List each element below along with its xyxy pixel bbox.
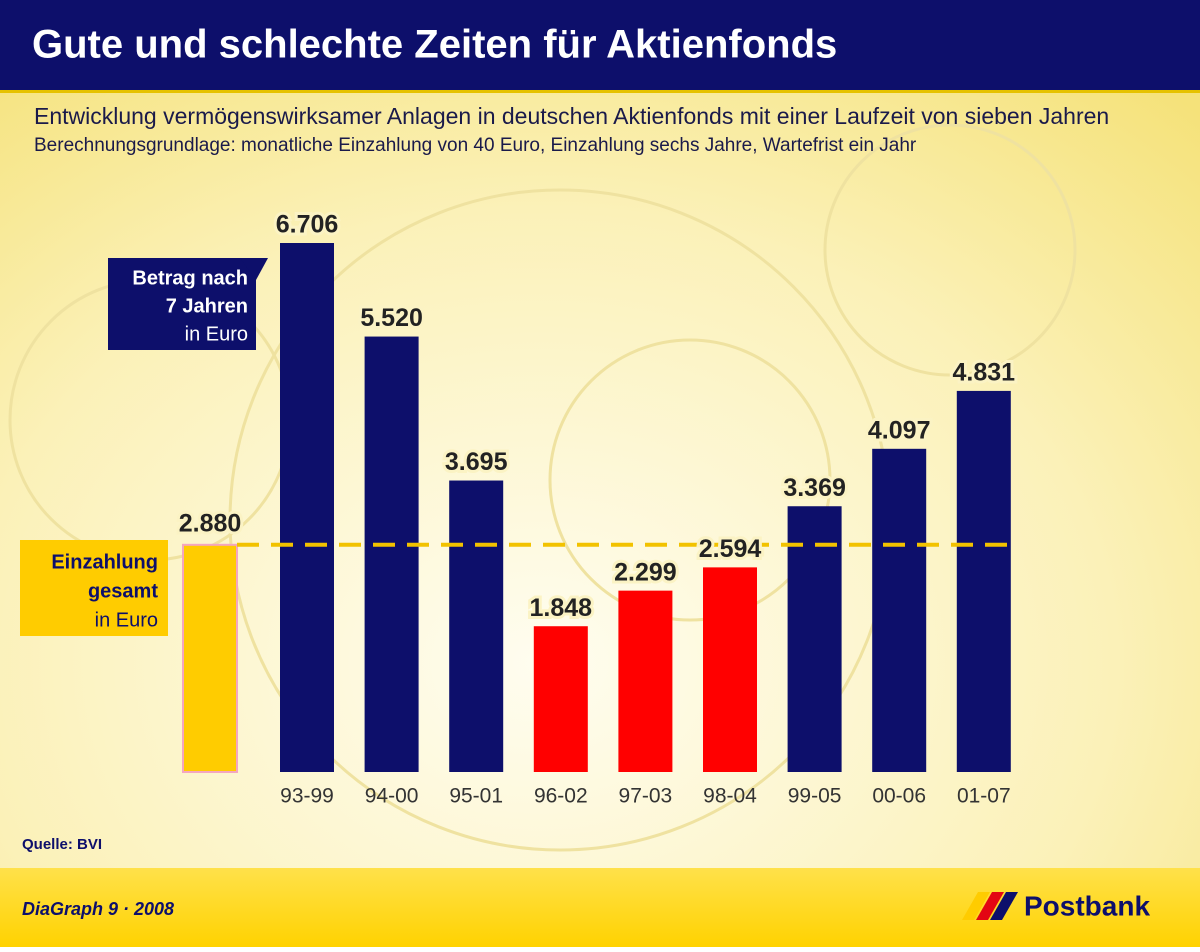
legend-pointer bbox=[240, 258, 268, 280]
source: Quelle: BVI bbox=[22, 836, 102, 853]
bar bbox=[956, 390, 1011, 772]
reference-label: 2.880 bbox=[179, 509, 242, 537]
value-label: 4.831 bbox=[953, 359, 1016, 387]
bar bbox=[787, 506, 842, 772]
legend-text: in Euro bbox=[185, 323, 248, 345]
value-label: 2.594 bbox=[699, 535, 762, 563]
bar bbox=[618, 590, 673, 772]
value-label: 2.299 bbox=[614, 558, 677, 586]
legend-text: 7 Jahren bbox=[166, 295, 248, 317]
x-tick-label: 95-01 bbox=[449, 785, 503, 808]
x-tick-label: 93-99 bbox=[280, 785, 334, 808]
credit: DiaGraph 9 · 2008 bbox=[22, 899, 174, 919]
bar bbox=[533, 626, 588, 772]
bar bbox=[703, 567, 757, 772]
legend-box bbox=[108, 258, 256, 350]
x-tick-label: 01-07 bbox=[957, 785, 1011, 808]
x-tick-label: 97-03 bbox=[619, 785, 673, 808]
note: Berechnungsgrundlage: monatliche Einzahl… bbox=[34, 135, 917, 156]
x-tick-label: 00-06 bbox=[872, 785, 926, 808]
value-label: 3.369 bbox=[783, 474, 846, 502]
footer-band bbox=[0, 868, 1200, 947]
brand-logo bbox=[962, 892, 1018, 920]
x-tick-label: 99-05 bbox=[788, 785, 842, 808]
value-label: 3.695 bbox=[445, 448, 508, 476]
value-label: 1.848 bbox=[530, 594, 593, 622]
x-tick-label: 96-02 bbox=[534, 785, 588, 808]
bar bbox=[280, 243, 334, 772]
x-tick-label: 94-00 bbox=[365, 785, 419, 808]
value-label: 6.706 bbox=[276, 211, 339, 239]
reference-text: in Euro bbox=[95, 609, 158, 631]
chart-title: Gute und schlechte Zeiten für Aktienfond… bbox=[32, 23, 837, 67]
brand: Postbank bbox=[1024, 890, 1150, 921]
legend-text: Betrag nach bbox=[132, 267, 248, 289]
reference-text: gesamt bbox=[88, 580, 158, 602]
title-rule bbox=[0, 90, 1200, 93]
bar bbox=[449, 480, 504, 772]
value-label: 5.520 bbox=[360, 304, 423, 332]
x-tick-label: 98-04 bbox=[703, 785, 757, 808]
title-bar bbox=[0, 0, 1200, 92]
subtitle: Entwicklung vermögenswirksamer Anlagen i… bbox=[34, 103, 1109, 129]
reference-bar bbox=[182, 543, 238, 773]
value-label: 4.097 bbox=[868, 416, 931, 444]
reference-box bbox=[20, 540, 168, 636]
reference-text: Einzahlung bbox=[51, 551, 158, 573]
bar bbox=[364, 336, 419, 772]
bar bbox=[872, 448, 927, 772]
